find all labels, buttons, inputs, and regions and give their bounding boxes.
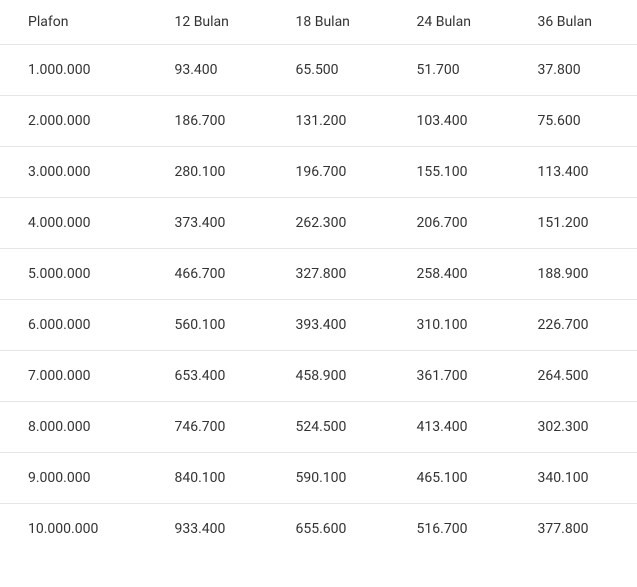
cell-value: 258.400 [389, 249, 510, 300]
cell-value: 264.500 [510, 351, 637, 402]
cell-value: 840.100 [147, 453, 268, 504]
cell-value: 327.800 [268, 249, 389, 300]
loan-table: Plafon 12 Bulan 18 Bulan 24 Bulan 36 Bul… [0, 0, 637, 554]
cell-value: 155.100 [389, 147, 510, 198]
cell-value: 103.400 [389, 96, 510, 147]
cell-plafon: 2.000.000 [0, 96, 147, 147]
col-header-12bulan: 12 Bulan [147, 0, 268, 45]
cell-plafon: 9.000.000 [0, 453, 147, 504]
cell-value: 151.200 [510, 198, 637, 249]
cell-plafon: 7.000.000 [0, 351, 147, 402]
cell-value: 65.500 [268, 45, 389, 96]
table-row: 9.000.000 840.100 590.100 465.100 340.10… [0, 453, 637, 504]
cell-plafon: 5.000.000 [0, 249, 147, 300]
cell-value: 226.700 [510, 300, 637, 351]
cell-value: 37.800 [510, 45, 637, 96]
table-row: 2.000.000 186.700 131.200 103.400 75.600 [0, 96, 637, 147]
cell-value: 516.700 [389, 504, 510, 555]
table-header: Plafon 12 Bulan 18 Bulan 24 Bulan 36 Bul… [0, 0, 637, 45]
cell-value: 113.400 [510, 147, 637, 198]
col-header-24bulan: 24 Bulan [389, 0, 510, 45]
cell-value: 93.400 [147, 45, 268, 96]
col-header-plafon: Plafon [0, 0, 147, 45]
table-row: 7.000.000 653.400 458.900 361.700 264.50… [0, 351, 637, 402]
cell-value: 196.700 [268, 147, 389, 198]
cell-value: 361.700 [389, 351, 510, 402]
table-row: 4.000.000 373.400 262.300 206.700 151.20… [0, 198, 637, 249]
cell-plafon: 3.000.000 [0, 147, 147, 198]
cell-value: 653.400 [147, 351, 268, 402]
cell-value: 933.400 [147, 504, 268, 555]
cell-value: 302.300 [510, 402, 637, 453]
table-row: 8.000.000 746.700 524.500 413.400 302.30… [0, 402, 637, 453]
table-row: 5.000.000 466.700 327.800 258.400 188.90… [0, 249, 637, 300]
cell-value: 377.800 [510, 504, 637, 555]
table-body: 1.000.000 93.400 65.500 51.700 37.800 2.… [0, 45, 637, 555]
cell-value: 413.400 [389, 402, 510, 453]
cell-value: 590.100 [268, 453, 389, 504]
cell-value: 206.700 [389, 198, 510, 249]
table-row: 3.000.000 280.100 196.700 155.100 113.40… [0, 147, 637, 198]
table-row: 6.000.000 560.100 393.400 310.100 226.70… [0, 300, 637, 351]
header-row: Plafon 12 Bulan 18 Bulan 24 Bulan 36 Bul… [0, 0, 637, 45]
cell-value: 524.500 [268, 402, 389, 453]
cell-value: 51.700 [389, 45, 510, 96]
cell-value: 655.600 [268, 504, 389, 555]
cell-value: 340.100 [510, 453, 637, 504]
cell-value: 188.900 [510, 249, 637, 300]
cell-value: 310.100 [389, 300, 510, 351]
cell-value: 466.700 [147, 249, 268, 300]
cell-plafon: 8.000.000 [0, 402, 147, 453]
cell-value: 373.400 [147, 198, 268, 249]
cell-plafon: 4.000.000 [0, 198, 147, 249]
col-header-36bulan: 36 Bulan [510, 0, 637, 45]
cell-value: 186.700 [147, 96, 268, 147]
table-row: 10.000.000 933.400 655.600 516.700 377.8… [0, 504, 637, 555]
cell-value: 131.200 [268, 96, 389, 147]
table-row: 1.000.000 93.400 65.500 51.700 37.800 [0, 45, 637, 96]
cell-value: 465.100 [389, 453, 510, 504]
cell-value: 262.300 [268, 198, 389, 249]
cell-value: 746.700 [147, 402, 268, 453]
cell-plafon: 1.000.000 [0, 45, 147, 96]
col-header-18bulan: 18 Bulan [268, 0, 389, 45]
cell-value: 75.600 [510, 96, 637, 147]
cell-plafon: 6.000.000 [0, 300, 147, 351]
cell-value: 458.900 [268, 351, 389, 402]
cell-plafon: 10.000.000 [0, 504, 147, 555]
cell-value: 393.400 [268, 300, 389, 351]
cell-value: 280.100 [147, 147, 268, 198]
cell-value: 560.100 [147, 300, 268, 351]
